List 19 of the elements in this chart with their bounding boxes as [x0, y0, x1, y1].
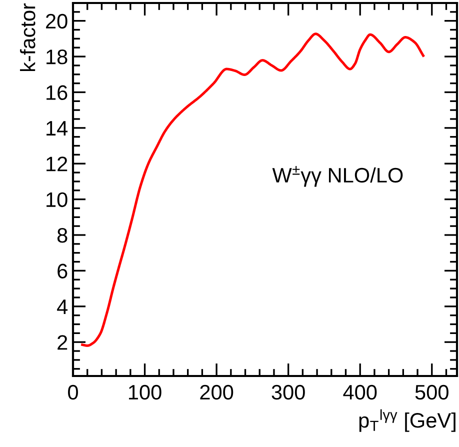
y-tick-label: 16 — [46, 85, 68, 100]
x-tick-label: 200 — [200, 384, 234, 400]
y-tick-label: 6 — [58, 264, 68, 278]
x-tick-label: 500 — [415, 384, 448, 400]
y-tick-label: 2 — [58, 335, 68, 350]
y-tick-label: 8 — [57, 228, 68, 243]
x-axis-title: p$_{T}$$^{lγγ}$ [GeV] — [359, 409, 456, 432]
y-tick-label: 12 — [46, 156, 68, 172]
x-tick-label: 0 — [68, 384, 78, 400]
x-tick-label: 100 — [128, 384, 162, 400]
x-tick-label: 300 — [272, 384, 305, 400]
x-tick-label: 400 — [343, 384, 377, 400]
y-tick-label: 14 — [46, 121, 68, 136]
annotation: W$^{±}$γγ NLO/LO — [272, 166, 403, 187]
y-tick-label: 20 — [46, 14, 68, 29]
y-tick-label: 18 — [46, 50, 68, 64]
y-axis-title: k-factor — [20, 3, 36, 72]
y-tick-label: 10 — [46, 192, 68, 208]
y-tick-label: 4 — [57, 300, 68, 314]
